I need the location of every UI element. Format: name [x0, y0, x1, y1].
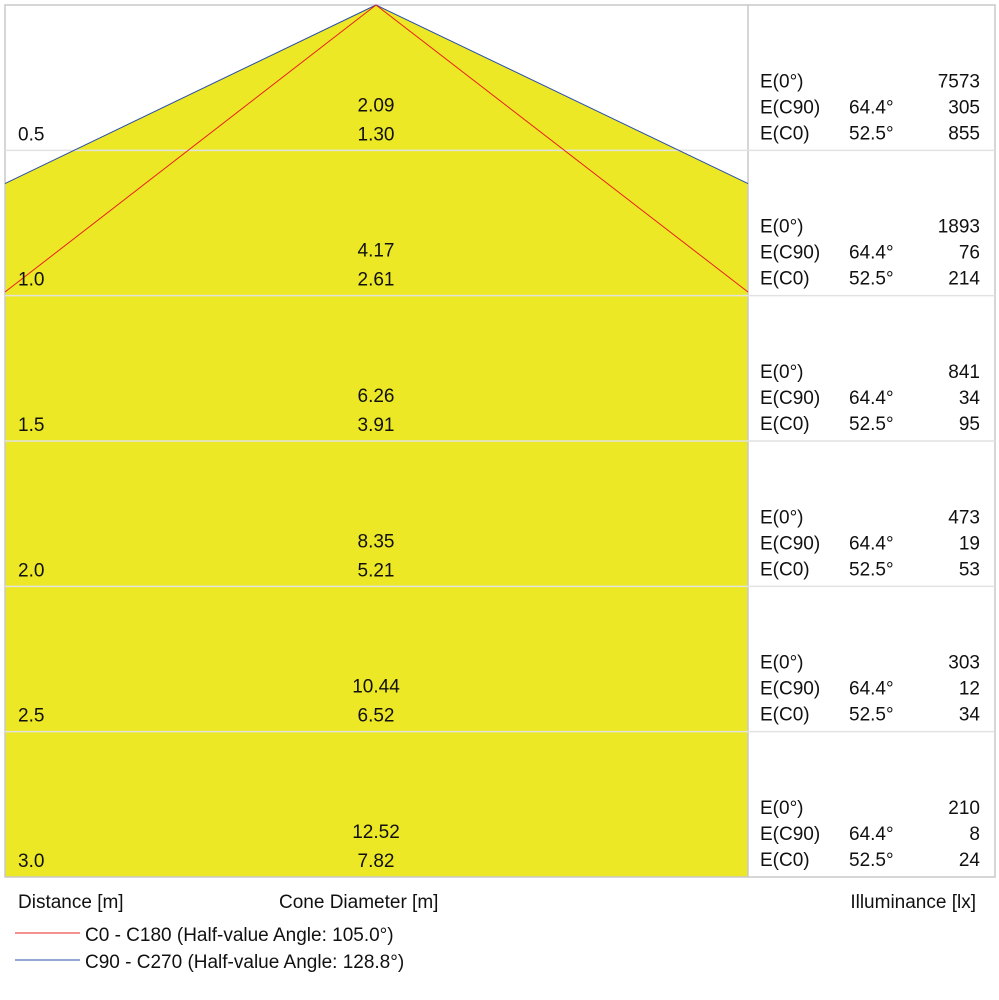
ec90-label: E(C90) [760, 824, 820, 845]
distance-axis-label: Distance [m] [18, 892, 124, 913]
e0-value: 7573 [938, 71, 980, 92]
ec0-value: 53 [959, 559, 980, 580]
ec90-label: E(C90) [760, 97, 820, 118]
legend-label-c0: C0 - C180 (Half-value Angle: 105.0°) [85, 925, 394, 946]
diameter-c0-label: 7.82 [358, 851, 395, 872]
ec0-label: E(C0) [760, 123, 810, 144]
ec90-angle: 64.4° [849, 243, 894, 264]
e0-value: 841 [948, 362, 980, 383]
ec90-value: 34 [959, 388, 981, 409]
e0-label: E(0°) [760, 71, 804, 92]
ec0-value: 214 [948, 269, 980, 290]
distance-label: 3.0 [18, 851, 44, 872]
ec0-label: E(C0) [760, 414, 810, 435]
c0-line-left [4, 4, 377, 293]
e0-value: 473 [948, 507, 980, 528]
ec90-label: E(C90) [760, 533, 820, 554]
ec0-label: E(C0) [760, 269, 810, 290]
e0-label: E(0°) [760, 798, 804, 819]
c90-line-right [375, 4, 749, 184]
ec0-label: E(C0) [760, 705, 810, 726]
ec90-label: E(C90) [760, 388, 820, 409]
ec90-label: E(C90) [760, 679, 820, 700]
distance-label: 1.0 [18, 270, 44, 291]
distance-label: 1.5 [18, 415, 44, 436]
distance-label: 2.5 [18, 706, 44, 727]
diameter-c90-label: 4.17 [358, 241, 395, 262]
ec0-angle: 52.5° [849, 705, 894, 726]
e0-label: E(0°) [760, 217, 804, 238]
e0-label: E(0°) [760, 653, 804, 674]
diameter-axis-label: Cone Diameter [m] [279, 892, 438, 913]
e0-value: 303 [948, 653, 980, 674]
ec90-value: 76 [959, 243, 980, 264]
ec0-value: 24 [959, 850, 981, 871]
legend-label-c90: C90 - C270 (Half-value Angle: 128.8°) [85, 952, 404, 973]
diameter-c90-label: 8.35 [358, 531, 395, 552]
ec90-value: 8 [969, 824, 980, 845]
e0-value: 210 [948, 798, 980, 819]
ec0-angle: 52.5° [849, 559, 894, 580]
ec90-label: E(C90) [760, 243, 820, 264]
diameter-c90-label: 10.44 [352, 677, 400, 698]
ec0-angle: 52.5° [849, 269, 894, 290]
ec0-angle: 52.5° [849, 414, 894, 435]
ec0-value: 95 [959, 414, 980, 435]
ec90-value: 305 [948, 97, 980, 118]
illuminance-axis-label: Illuminance [lx] [850, 892, 976, 913]
e0-value: 1893 [938, 217, 980, 238]
ec0-angle: 52.5° [849, 123, 894, 144]
ec0-value: 34 [959, 705, 981, 726]
ec0-label: E(C0) [760, 559, 810, 580]
ec0-angle: 52.5° [849, 850, 894, 871]
ec0-value: 855 [948, 123, 980, 144]
diameter-c90-label: 6.26 [358, 386, 395, 407]
ec90-angle: 64.4° [849, 388, 894, 409]
c90-line-left [4, 4, 377, 184]
e0-label: E(0°) [760, 362, 804, 383]
e0-label: E(0°) [760, 507, 804, 528]
c0-line-right [375, 4, 749, 293]
ec90-angle: 64.4° [849, 824, 894, 845]
ec90-value: 12 [959, 679, 980, 700]
diameter-c90-label: 12.52 [352, 822, 400, 843]
ec90-value: 19 [959, 533, 980, 554]
diameter-c90-label: 2.09 [358, 95, 395, 116]
ec90-angle: 64.4° [849, 679, 894, 700]
diameter-c0-label: 1.30 [358, 124, 395, 145]
diameter-c0-label: 2.61 [358, 270, 395, 291]
diameter-c0-label: 6.52 [358, 706, 395, 727]
ec90-angle: 64.4° [849, 97, 894, 118]
diameter-c0-label: 5.21 [358, 560, 395, 581]
distance-label: 2.0 [18, 560, 44, 581]
distance-label: 0.5 [18, 124, 44, 145]
diameter-c0-label: 3.91 [358, 415, 395, 436]
ec90-angle: 64.4° [849, 533, 894, 554]
ec0-label: E(C0) [760, 850, 810, 871]
